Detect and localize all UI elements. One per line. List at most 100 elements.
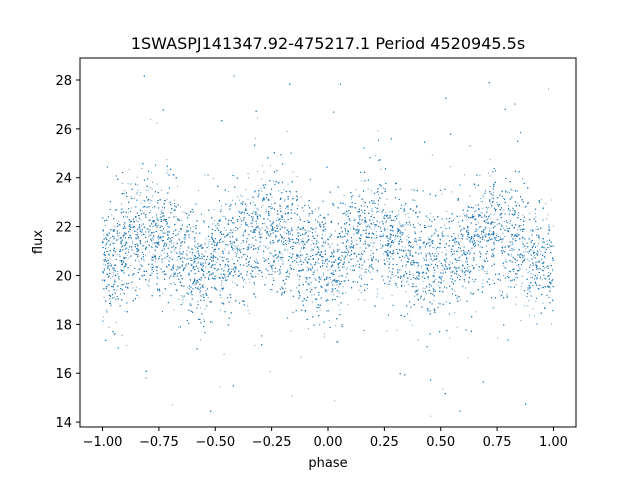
data-point: [258, 236, 260, 238]
data-point: [211, 234, 213, 236]
data-point: [177, 298, 179, 300]
data-point: [347, 254, 349, 256]
data-point: [544, 267, 546, 269]
data-point: [454, 280, 456, 282]
data-point: [171, 236, 173, 238]
data-point: [347, 267, 349, 269]
data-point: [142, 224, 144, 226]
data-point: [511, 241, 513, 243]
data-point: [406, 239, 408, 241]
data-point: [544, 242, 546, 244]
data-point: [105, 273, 107, 275]
data-point: [160, 211, 162, 213]
data-point: [371, 208, 373, 210]
data-point: [505, 268, 507, 270]
data-point: [400, 276, 402, 278]
data-point: [368, 266, 370, 268]
data-point: [220, 282, 222, 284]
data-point: [309, 231, 311, 233]
data-point: [495, 211, 497, 213]
data-point: [552, 225, 554, 227]
data-point: [402, 224, 404, 226]
data-point: [269, 265, 271, 267]
data-point: [140, 192, 142, 194]
data-point: [547, 88, 549, 90]
data-point: [378, 222, 380, 224]
data-point: [290, 264, 292, 266]
data-point: [546, 218, 548, 220]
data-point: [358, 214, 360, 216]
data-point: [507, 286, 509, 288]
data-point: [143, 244, 145, 246]
data-point: [250, 223, 252, 225]
data-point: [254, 190, 256, 192]
data-point: [515, 262, 517, 264]
data-point: [221, 302, 223, 304]
data-point: [323, 246, 325, 248]
data-point: [344, 266, 346, 268]
data-point: [401, 224, 403, 226]
data-point: [257, 273, 259, 275]
data-point: [533, 255, 535, 257]
data-point: [475, 204, 477, 206]
data-point: [457, 251, 459, 253]
data-point: [336, 284, 338, 286]
data-point: [190, 304, 192, 306]
data-point: [549, 246, 551, 248]
data-point: [292, 238, 294, 240]
data-point: [151, 272, 153, 274]
data-point: [357, 233, 359, 235]
data-point: [214, 225, 216, 227]
data-point: [319, 323, 321, 325]
data-point: [551, 256, 553, 258]
data-point: [260, 187, 262, 189]
data-point: [444, 224, 446, 226]
data-point: [260, 178, 262, 180]
data-point: [495, 225, 497, 227]
data-point: [490, 248, 492, 250]
data-point: [339, 309, 341, 311]
data-point: [376, 296, 378, 298]
data-point: [196, 258, 198, 260]
data-point: [157, 241, 159, 243]
data-point: [428, 311, 430, 313]
data-point: [180, 206, 182, 208]
data-point: [476, 240, 478, 242]
data-point: [307, 328, 309, 330]
data-point: [149, 200, 151, 202]
data-point: [489, 227, 491, 229]
data-point: [256, 170, 258, 172]
data-point: [173, 199, 175, 201]
data-point: [197, 301, 199, 303]
data-point: [410, 263, 412, 265]
data-point: [474, 215, 476, 217]
data-point: [279, 258, 281, 260]
data-point: [416, 277, 418, 279]
data-point: [105, 309, 107, 311]
data-point: [369, 254, 371, 256]
data-point: [143, 260, 145, 262]
data-point: [296, 176, 298, 178]
data-point: [509, 271, 511, 273]
data-point: [287, 269, 289, 271]
data-point: [287, 208, 289, 210]
data-point: [201, 256, 203, 258]
data-point: [459, 268, 461, 270]
data-point: [534, 315, 536, 317]
data-point: [457, 221, 459, 223]
data-point: [155, 258, 157, 260]
data-point: [103, 270, 105, 272]
data-point: [538, 235, 540, 237]
data-point: [151, 274, 153, 276]
data-point: [399, 231, 401, 233]
data-point: [403, 208, 405, 210]
data-point: [380, 168, 382, 170]
data-point: [108, 262, 110, 264]
data-point: [478, 240, 480, 242]
data-point: [347, 249, 349, 251]
data-point: [277, 224, 279, 226]
data-point: [288, 242, 290, 244]
data-point: [400, 260, 402, 262]
data-point: [501, 224, 503, 226]
data-point: [501, 240, 503, 242]
